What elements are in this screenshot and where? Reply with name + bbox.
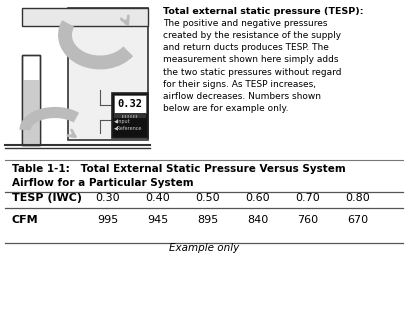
Text: 0.50: 0.50 <box>196 193 220 203</box>
Text: 895: 895 <box>197 215 219 225</box>
Text: Airflow for a Particular System: Airflow for a Particular System <box>12 178 194 188</box>
Text: 840: 840 <box>247 215 268 225</box>
Text: 670: 670 <box>348 215 368 225</box>
Text: 0.30: 0.30 <box>96 193 120 203</box>
Bar <box>68 8 148 140</box>
Bar <box>112 93 148 138</box>
Text: The positive and negative pressures
created by the resistance of the supply
and : The positive and negative pressures crea… <box>163 19 341 113</box>
Text: Table 1-1:   Total External Static Pressure Versus System: Table 1-1: Total External Static Pressur… <box>12 164 346 174</box>
Text: TESP (IWC): TESP (IWC) <box>12 193 82 203</box>
Bar <box>114 95 146 113</box>
Text: 945: 945 <box>147 215 169 225</box>
Text: 0.60: 0.60 <box>246 193 271 203</box>
Text: 0.32: 0.32 <box>118 99 142 109</box>
Text: 0.40: 0.40 <box>146 193 171 203</box>
Text: 0.80: 0.80 <box>346 193 370 203</box>
Text: 760: 760 <box>297 215 319 225</box>
Text: 0.70: 0.70 <box>296 193 320 203</box>
Text: Total external static pressure (TESP):: Total external static pressure (TESP): <box>163 7 364 16</box>
Text: ◀Reference: ◀Reference <box>114 126 142 131</box>
Bar <box>22 55 40 145</box>
Text: 995: 995 <box>98 215 119 225</box>
Bar <box>22 8 148 26</box>
Text: ▌▌▌▌▌▌: ▌▌▌▌▌▌ <box>122 113 138 117</box>
Bar <box>23 80 39 145</box>
Text: ◀Input: ◀Input <box>114 118 131 123</box>
Bar <box>114 113 146 118</box>
Bar <box>22 55 40 145</box>
Text: Example only: Example only <box>169 243 239 253</box>
Text: CFM: CFM <box>12 215 39 225</box>
